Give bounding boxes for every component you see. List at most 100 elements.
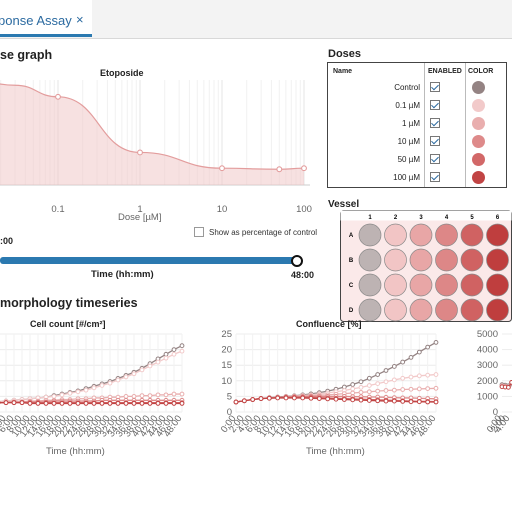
time-slider[interactable] bbox=[0, 257, 298, 264]
ts-point bbox=[408, 374, 414, 380]
dose-enabled-checkbox[interactable] bbox=[430, 100, 440, 110]
vessel-well bbox=[486, 298, 509, 322]
tab-response-assay[interactable]: ponse Assay × bbox=[0, 0, 92, 37]
ts-point bbox=[383, 398, 389, 404]
vessel-well bbox=[409, 298, 433, 322]
ts-point bbox=[171, 351, 177, 357]
close-icon[interactable]: × bbox=[76, 12, 84, 27]
ts-point bbox=[139, 393, 145, 399]
vessel-well bbox=[486, 273, 509, 297]
ts-point bbox=[425, 386, 431, 391]
dose-name: 0.1 µM bbox=[395, 101, 420, 110]
dose-enabled-checkbox[interactable] bbox=[430, 118, 440, 128]
vessel-well bbox=[384, 223, 407, 247]
percentage-of-control-label: Show as percentage of control bbox=[209, 228, 318, 237]
vessel-well bbox=[358, 298, 382, 322]
confluence-chart: 05101520250:002:004:006:008:0010:0012:00… bbox=[219, 329, 439, 439]
ts-y-tick: 0 bbox=[493, 407, 498, 418]
vessel-row-label: C bbox=[349, 283, 354, 289]
ts-y-tick: 20 bbox=[221, 345, 232, 356]
vessel-well bbox=[358, 273, 382, 297]
ts-point bbox=[350, 397, 356, 403]
confluence-x-label: Time (hh:mm) bbox=[306, 446, 365, 457]
ts-point bbox=[163, 355, 169, 361]
dose-response-title: se graph bbox=[0, 48, 53, 62]
time-slider-handle[interactable] bbox=[291, 255, 303, 267]
doses-table: Name ENABLED COLOR Control 0.1 µM 1 µM 10 µ… bbox=[327, 62, 507, 188]
dose-point bbox=[301, 165, 307, 172]
ts-point bbox=[233, 399, 239, 405]
ts-point bbox=[291, 395, 297, 401]
ts-point bbox=[358, 384, 364, 390]
ts-point bbox=[266, 395, 272, 401]
vessel-well bbox=[486, 248, 509, 272]
ts-point bbox=[391, 398, 397, 404]
vessel-row-label: A bbox=[349, 233, 354, 239]
ts-point bbox=[316, 396, 322, 401]
vessel-well bbox=[460, 298, 484, 322]
ts-point bbox=[115, 401, 121, 406]
ts-point bbox=[383, 388, 389, 393]
ts-point bbox=[131, 401, 137, 406]
dose-enabled-checkbox[interactable] bbox=[430, 154, 440, 164]
dose-name: 50 µM bbox=[397, 155, 420, 164]
vessel-column-label: 6 bbox=[496, 215, 500, 221]
vessel-column-label: 2 bbox=[394, 215, 398, 221]
ts-point bbox=[375, 372, 381, 377]
dose-color-swatch[interactable] bbox=[472, 81, 485, 94]
ts-point bbox=[163, 392, 169, 398]
ts-point bbox=[3, 400, 9, 406]
dose-points bbox=[55, 93, 307, 173]
ts-point bbox=[425, 399, 431, 405]
vessel-well bbox=[435, 223, 458, 247]
dose-point bbox=[276, 166, 283, 173]
ts-point bbox=[341, 397, 347, 402]
dose-row: 100 µM bbox=[328, 169, 508, 187]
ts-point bbox=[408, 355, 414, 360]
dose-x-tick: 10 bbox=[217, 204, 228, 215]
ts-point bbox=[171, 347, 177, 353]
ts-point bbox=[506, 384, 511, 390]
dose-point bbox=[137, 149, 143, 156]
ts-point bbox=[139, 401, 145, 406]
vessel-well bbox=[409, 223, 433, 247]
ts-point bbox=[67, 390, 73, 396]
ts-point bbox=[43, 401, 49, 406]
ts-point bbox=[366, 398, 372, 403]
dose-enabled-checkbox[interactable] bbox=[430, 82, 440, 92]
dose-name: 1 µM bbox=[402, 119, 420, 128]
dose-color-swatch[interactable] bbox=[472, 117, 485, 130]
dose-color-swatch[interactable] bbox=[472, 135, 485, 148]
percentage-of-control-checkbox[interactable] bbox=[194, 227, 204, 237]
ts-point bbox=[123, 374, 129, 380]
vessel-well bbox=[409, 248, 433, 272]
ts-point bbox=[107, 380, 113, 386]
ts-point bbox=[171, 391, 177, 397]
ts-point bbox=[155, 401, 161, 406]
vessel-well bbox=[358, 223, 382, 247]
ts-point bbox=[59, 401, 65, 406]
dose-color-swatch[interactable] bbox=[472, 99, 485, 112]
dose-name: 10 µM bbox=[397, 137, 420, 146]
vessel-well bbox=[460, 248, 484, 272]
dose-enabled-checkbox[interactable] bbox=[430, 172, 440, 182]
ts-point bbox=[131, 371, 137, 377]
ts-point bbox=[400, 398, 406, 404]
dose-color-swatch[interactable] bbox=[472, 171, 485, 184]
ts-point bbox=[131, 394, 137, 399]
ts-point bbox=[19, 400, 25, 406]
dose-x-tick: 1 bbox=[137, 204, 142, 215]
vessel-well bbox=[358, 248, 382, 272]
ts-point bbox=[179, 401, 185, 406]
ts-point bbox=[400, 387, 406, 392]
dose-color-swatch[interactable] bbox=[472, 153, 485, 166]
ts-point bbox=[416, 349, 422, 355]
ts-y-tick: 25 bbox=[221, 329, 232, 340]
dose-enabled-checkbox[interactable] bbox=[430, 136, 440, 146]
ts-point bbox=[275, 395, 281, 401]
ts-point bbox=[283, 395, 289, 401]
ts-point bbox=[350, 386, 356, 392]
vessel-column-label: 4 bbox=[445, 215, 449, 221]
ts-point bbox=[139, 367, 145, 373]
